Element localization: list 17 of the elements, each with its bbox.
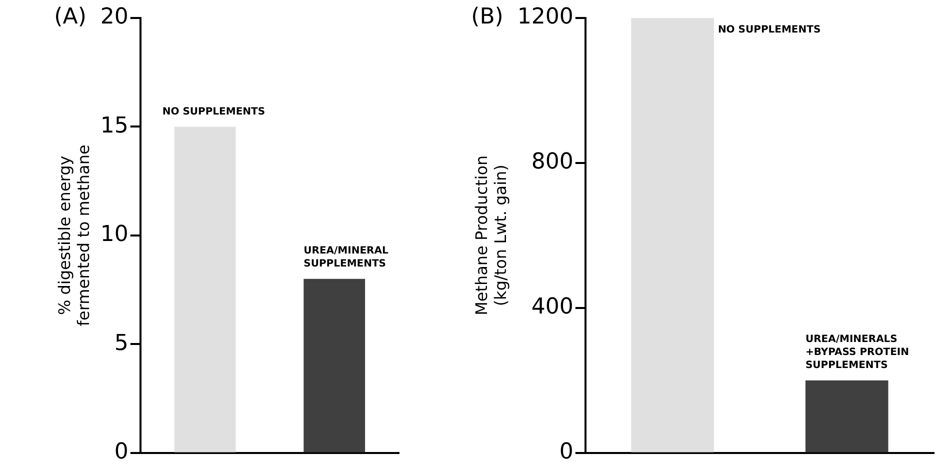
annotation: NO SUPPLEMENTS — [162, 106, 266, 118]
annotation: UREA/MINERALS +BYPASS PROTEIN SUPPLEMENTS — [805, 334, 910, 371]
y-tick-label: 0 — [559, 440, 574, 465]
y-tick-label: 10 — [100, 222, 128, 248]
y-tick-label: 0 — [114, 440, 128, 465]
y-tick-label: 15 — [100, 113, 128, 138]
y-axis-title: % digestible energy fermented to methane — [54, 144, 93, 326]
y-tick-label: 400 — [531, 294, 574, 320]
y-tick-label: 1200 — [517, 4, 574, 30]
chart-title: (B) — [471, 4, 504, 30]
annotation: NO SUPPLEMENTS — [718, 24, 821, 36]
annotation: UREA/MINERAL SUPPLEMENTS — [304, 245, 389, 270]
chart-title: (A) — [54, 4, 86, 30]
y-tick-label: 5 — [114, 330, 128, 356]
y-tick-label: 20 — [100, 4, 128, 30]
y-axis-title: Methane Production (kg/ton Lwt. gain) — [472, 155, 510, 316]
y-tick-label: 800 — [531, 150, 574, 175]
